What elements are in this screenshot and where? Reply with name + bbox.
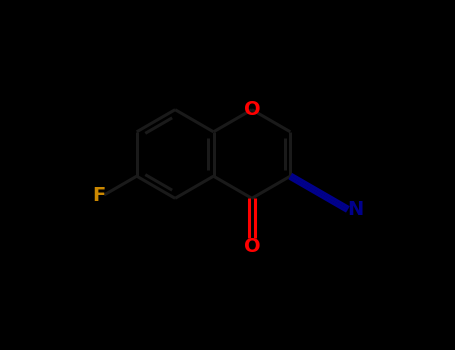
- Text: O: O: [243, 100, 260, 119]
- Text: O: O: [243, 237, 260, 256]
- Text: N: N: [347, 200, 363, 219]
- Text: F: F: [92, 186, 105, 204]
